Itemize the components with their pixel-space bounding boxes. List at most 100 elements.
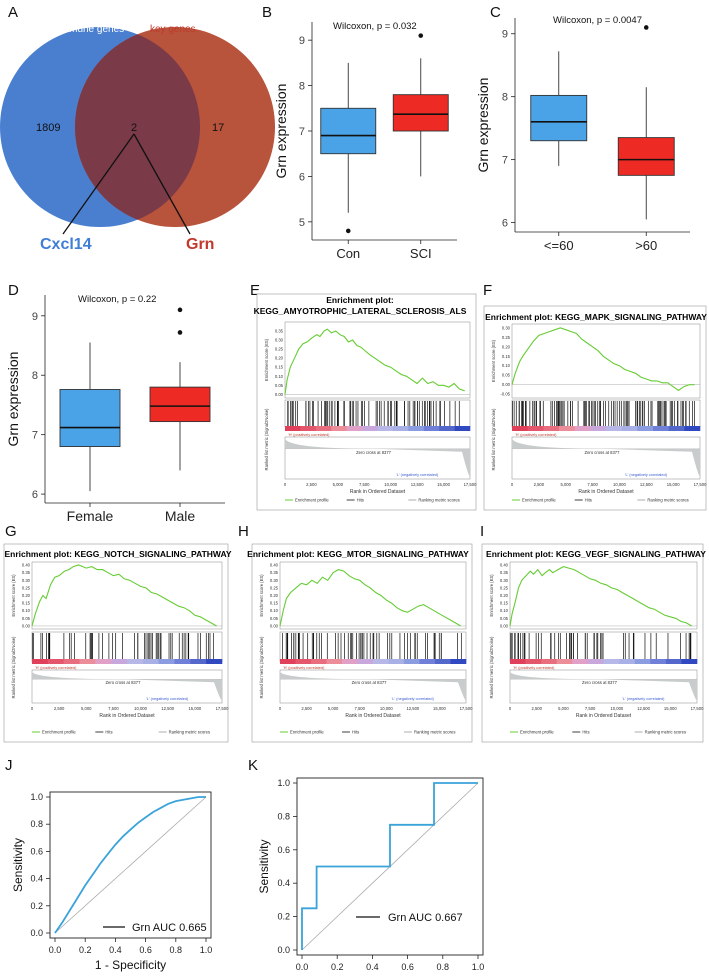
y-tick-label: 9 [299,35,305,47]
color-bar-segment [653,426,669,431]
x-tick-label: 17,500 [216,706,229,711]
outlier-point [345,228,351,234]
es-tick-label: 0.40 [270,563,279,568]
y-tick-label: 7 [502,155,508,167]
x-tick-label: Con [336,246,360,261]
panel-letter-i: I [480,523,485,540]
metric-axis-label: Ranked list metric (Signal2Noise) [491,408,496,471]
color-bar-segment [606,426,622,431]
color-bar-segment [684,426,701,431]
x-tick-label: 0 [509,706,512,711]
metric-axis-label: Ranked list metric (Signal2Noise) [264,408,269,471]
es-tick-label: 0.05 [22,616,31,621]
color-bar-segment [346,426,363,431]
x-tick-label: 2,500 [534,482,545,487]
x-tick-label: SCI [410,246,432,261]
x-tick-label: 15,000 [188,706,201,711]
legend-metric: Ranking metric scores [645,730,686,735]
es-tick-label: 0.30 [502,325,511,330]
es-tick-label: 0.15 [275,365,284,370]
pos-correlated-label: 'H' (positively correlated) [288,433,330,437]
y-tick-label: 7 [299,126,305,138]
panel-letter-b: B [262,4,273,21]
x-tick-label: 5,000 [81,706,92,711]
box-Male [149,386,211,423]
x-tick-label: 0.2 [331,962,344,972]
x-tick-label: 0.6 [139,945,152,955]
x-tick-label: 12,500 [161,706,174,711]
x-tick-label: 12,500 [640,482,653,487]
es-plot-area [511,323,701,399]
color-bar-segment [621,426,638,431]
color-bar-segment [392,426,409,431]
color-bar-segment [619,659,635,664]
es-tick-label: 0.30 [275,338,284,343]
x-tick-label: 17,500 [691,706,704,711]
y-tick-label: 8 [502,92,508,104]
x-tick-label: 0 [279,706,282,711]
x-tick-label: 12,500 [637,706,650,711]
color-bar-segment [439,426,455,431]
roc-frame [49,791,212,939]
legend-metric: Ranking metric scores [418,498,459,503]
roc-curve [54,796,206,934]
es-axis-label: Enrichment score (ES) [259,574,264,617]
roc-frame [296,777,484,956]
es-tick-label: 0.05 [502,373,511,378]
legend-hits: Hits [582,730,589,735]
y-tick-label: 0.0 [30,928,43,938]
gsea-frame [483,305,707,511]
box->60 [617,137,675,176]
y-tick-label: 9 [502,29,508,41]
color-bar-segment [47,659,64,664]
x-tick-label: 0 [31,706,34,711]
color-bar-segment [510,659,526,664]
es-axis-label: Enrichment score (ES) [264,338,269,381]
zero-cross-label: Zero cross at 8377 [582,680,618,685]
color-bar-segment [295,659,312,664]
y-axis-label: Sensitivity [11,838,25,892]
color-bar-segment [127,659,144,664]
es-tick-label: 0.40 [22,563,31,568]
es-tick-label: 0.15 [22,601,31,606]
color-bar-segment [541,659,558,664]
es-tick-label: 0.30 [270,578,279,583]
y-tick-label: 1.0 [30,792,43,802]
color-bar-segment [527,426,544,431]
legend-profile: Enrichment profile [295,498,329,503]
pos-correlated-label: 'H' (positively correlated) [35,666,77,670]
es-tick-label: -0.05 [500,392,510,397]
es-tick-label: 0.35 [270,570,279,575]
enrichment-curve [284,328,465,395]
color-bar-segment [280,659,296,664]
legend-hits: Hits [357,498,364,503]
color-bar-segment [63,659,80,664]
color-bar-segment [525,659,542,664]
outlier-point [177,330,183,335]
x-tick-label: >60 [635,238,657,253]
enrichment-curve [279,569,461,627]
es-tick-label: 0.10 [270,608,279,613]
es-tick-label: 0.15 [270,601,279,606]
metric-axis-label: Ranked list metric (Signal2Noise) [11,636,16,699]
color-bar-segment [79,659,96,664]
x-tick-label: 17,500 [464,482,477,487]
zero-cross-label: Zero cross at 8377 [105,680,141,685]
x-tick-label: 7,500 [587,482,598,487]
neg-correlated-label: 'L' (negatively correlated) [146,697,189,701]
x-tick-label: 0.0 [49,945,62,955]
es-tick-label: 0.20 [270,593,279,598]
zero-cross-label: Zero cross at 8377 [356,450,392,455]
x-tick-label: 2,500 [306,482,317,487]
x-axis-label: Rank in Ordered Dataset [578,489,634,495]
color-bar-segment [454,426,471,431]
es-tick-label: 0.00 [275,392,284,397]
color-bar-segment [388,659,405,664]
color-bar-segment [637,426,654,431]
color-bar-segment [590,426,607,431]
color-bar-segment [95,659,112,664]
legend-metric: Ranking metric scores [647,498,688,503]
x-tick-label: 15,000 [664,706,677,711]
y-tick-label: 0.2 [277,912,290,922]
